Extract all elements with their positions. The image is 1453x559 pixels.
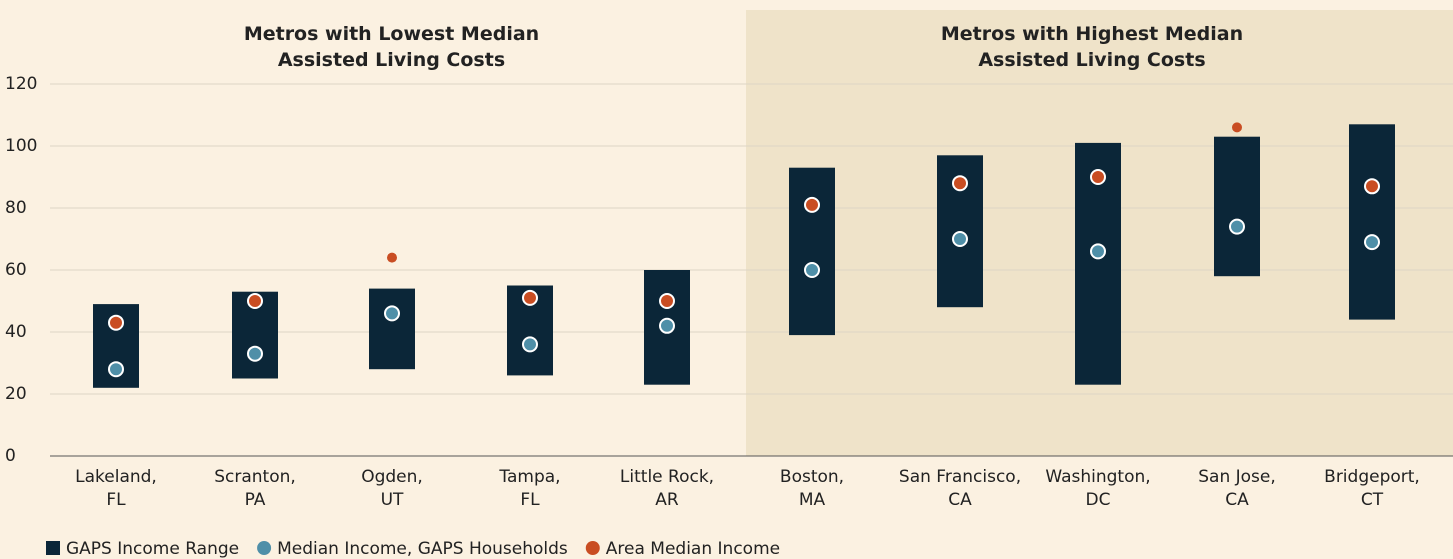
- dot: [1090, 169, 1106, 185]
- dot: [384, 305, 400, 322]
- y-tick-label: 0: [5, 446, 16, 466]
- x-tick-label: Tampa, FL: [498, 467, 560, 510]
- group-title: Metros with Highest Median Assisted Livin…: [941, 23, 1243, 71]
- x-tick-label: Scranton, PA: [214, 467, 296, 510]
- range-bar: [1349, 124, 1395, 320]
- y-tick-label: 120: [5, 74, 37, 94]
- range-bar: [789, 167, 835, 336]
- dot: [108, 361, 124, 378]
- y-tick-label: 40: [5, 322, 27, 342]
- dot: [1090, 243, 1106, 260]
- dot: [108, 314, 124, 331]
- dot: [804, 196, 820, 213]
- x-tick-label: Ogden, UT: [361, 467, 423, 510]
- dot: [1232, 122, 1242, 133]
- legend-swatch: [46, 541, 60, 555]
- dot: [659, 317, 675, 334]
- range-bar: [1214, 136, 1260, 277]
- legend-label: GAPS Income Range: [66, 539, 239, 559]
- dot: [659, 293, 675, 309]
- x-tick-label: San Francisco, CA: [899, 467, 1021, 510]
- legend-label: Median Income, GAPS Households: [277, 539, 568, 559]
- x-tick-label: Washington, DC: [1045, 467, 1150, 510]
- x-tick-label: Boston, MA: [780, 467, 844, 510]
- dot: [247, 293, 263, 309]
- x-tick-label: Bridgeport, CT: [1324, 467, 1420, 510]
- legend-label: Area Median Income: [606, 539, 780, 559]
- x-tick-label: Little Rock, AR: [620, 467, 714, 510]
- dot: [522, 336, 538, 353]
- legend-swatch: [257, 541, 272, 555]
- y-tick-label: 100: [5, 136, 37, 156]
- dot: [387, 252, 397, 263]
- legend-swatch: [585, 541, 600, 555]
- dot: [1364, 234, 1380, 251]
- dot: [804, 262, 820, 278]
- dot: [952, 175, 968, 192]
- dot: [247, 345, 263, 362]
- y-tick-label: 80: [5, 198, 27, 218]
- x-tick-label: Lakeland, FL: [75, 467, 157, 510]
- range-bar: [369, 288, 415, 370]
- group-title: Metros with Lowest Median Assisted Living…: [244, 23, 539, 71]
- dot: [1229, 218, 1245, 235]
- y-tick-label: 20: [5, 384, 27, 404]
- x-tick-label: San Jose, CA: [1198, 467, 1276, 510]
- dot: [1364, 178, 1380, 195]
- dot: [952, 231, 968, 247]
- dot: [522, 289, 538, 306]
- y-tick-label: 60: [5, 260, 27, 280]
